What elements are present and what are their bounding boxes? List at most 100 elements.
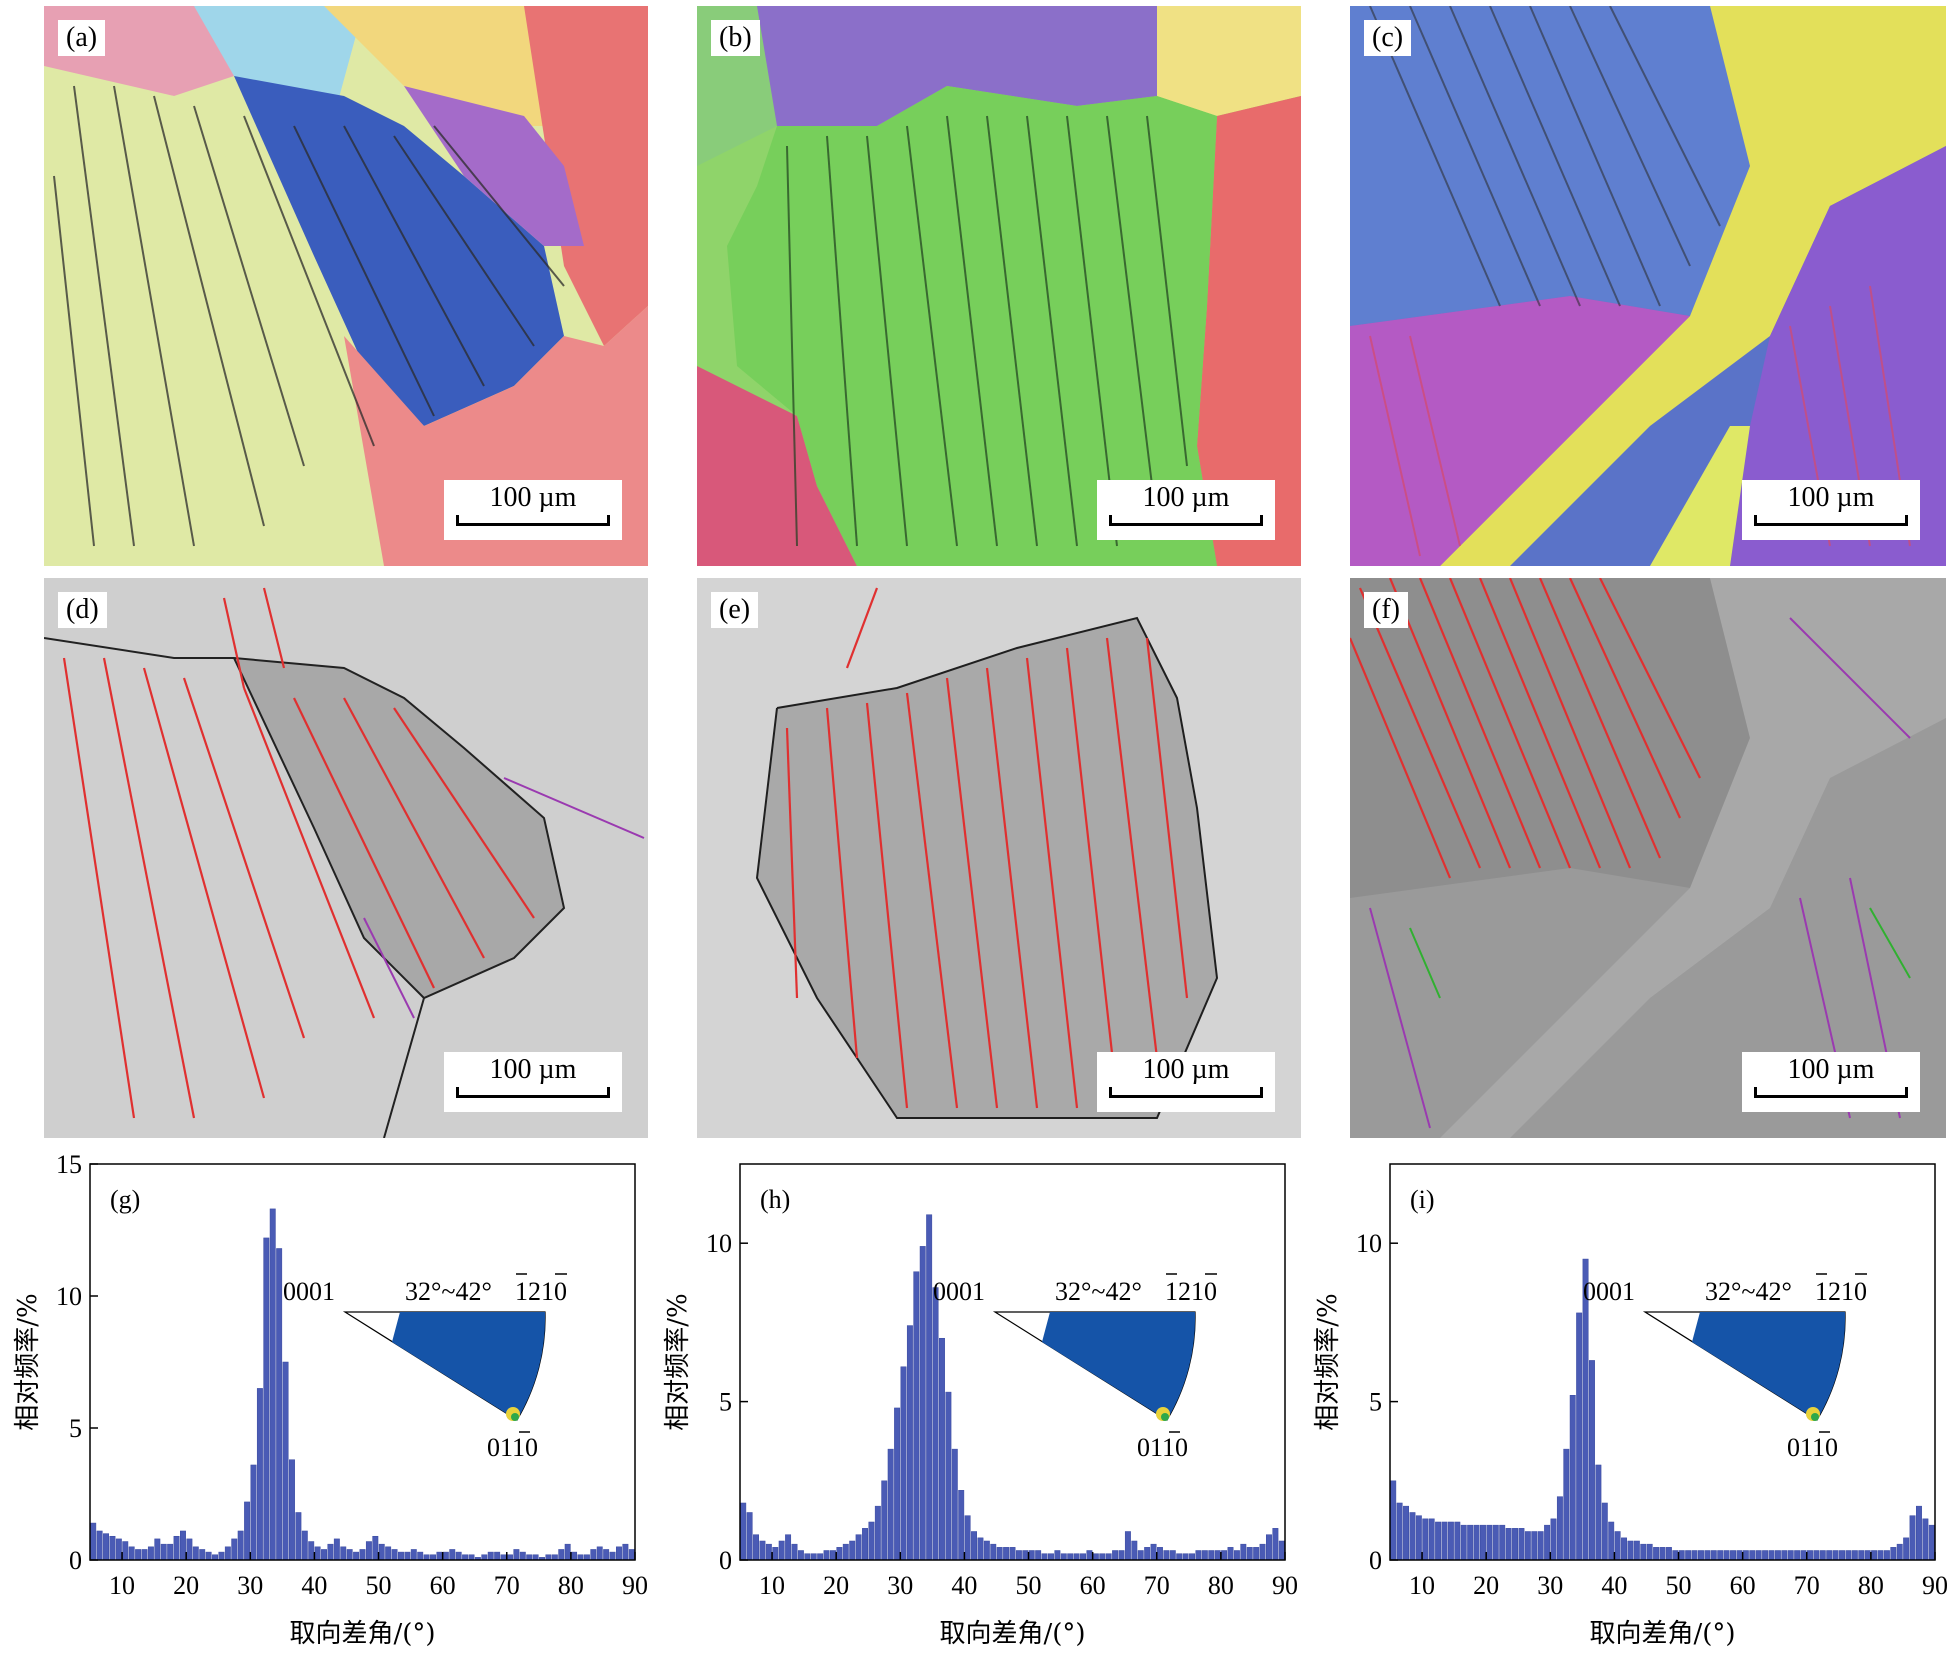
histogram-bar [301,1530,308,1561]
histogram-bar [545,1554,552,1561]
panel-label: (d) [58,592,107,628]
histogram-bar [609,1551,616,1561]
y-tick-label: 0 [69,1546,82,1575]
histogram-bar [894,1407,901,1561]
histogram-bar [1614,1531,1621,1561]
panel-label: (e) [711,592,759,628]
y-tick-label: 10 [56,1282,82,1311]
inset-label-1210: 1210 [515,1277,567,1306]
histogram-bar [964,1515,971,1561]
histogram-bar [753,1534,759,1561]
histogram-bar [231,1538,238,1561]
histogram-bar [1124,1531,1131,1561]
histogram-bar [919,1246,926,1561]
histogram-bar [385,1546,392,1561]
histogram-bar [468,1554,475,1561]
histogram-bar [571,1551,578,1561]
y-tick-label: 0 [719,1546,732,1575]
histogram-bar [1015,1550,1022,1561]
histogram-bar [1492,1524,1499,1561]
histogram-bar [372,1535,379,1561]
histogram-bar [1807,1550,1813,1561]
histogram-bar [1035,1550,1042,1561]
histogram-bar [759,1540,766,1561]
y-tick-label: 5 [69,1414,82,1443]
histogram-bar [1601,1502,1608,1561]
x-tick-label: 80 [558,1571,584,1600]
histogram-bar [462,1554,469,1561]
histogram-bar [404,1551,411,1561]
histogram-bar [1253,1547,1260,1561]
grain-map-image [697,6,1301,566]
histogram-bar [532,1554,539,1561]
histogram-bar [1403,1505,1409,1561]
histogram-bar [1698,1550,1704,1561]
histogram-bar [900,1366,907,1561]
histogram-bar [1473,1524,1480,1561]
inset-label-0001: 0001 [933,1277,985,1306]
histogram-bar [977,1537,984,1561]
inset-sector-fill [1692,1312,1846,1420]
scale-bar-line [1109,515,1263,526]
histogram-bar [1556,1496,1563,1561]
histogram-bar [147,1546,154,1561]
histogram-bar [1627,1540,1634,1561]
histogram-bar [1736,1550,1743,1561]
scale-bar-label: 100 µm [1142,482,1230,513]
histogram-bar [507,1554,513,1561]
histogram-bar [1105,1553,1112,1561]
histogram-bar [442,1551,449,1561]
histogram-bar [1118,1550,1125,1561]
histogram-bar [1800,1550,1807,1561]
histogram-h: 10 20 30 40 50 60 70 80 90 0 5 10 取向差角/(°) 相对频率/% (h) 0… [650,1150,1300,1654]
histogram-bar [1762,1550,1769,1561]
scale-bar: 100 µm [1742,480,1920,540]
inset-sector-fill [392,1312,546,1420]
histogram-bar [1390,1480,1397,1561]
panel-label: (a) [58,20,106,56]
histogram-bar [500,1554,507,1561]
histogram-bar [1499,1524,1506,1561]
x-tick-label: 70 [494,1571,520,1600]
histogram-bar [849,1540,856,1561]
histogram-bar [1048,1553,1054,1561]
histogram-bar [218,1551,225,1561]
histogram-bar [199,1549,206,1561]
inset-label-0110: 0110 [1787,1433,1838,1462]
histogram-bar [1221,1550,1228,1561]
x-tick-label: 10 [1409,1571,1435,1600]
histogram-bar [180,1530,186,1561]
x-tick-label: 20 [173,1571,199,1600]
x-tick-label: 90 [1922,1571,1948,1600]
histogram-bar [1086,1550,1093,1561]
histogram-bar [1137,1550,1144,1561]
x-axis-label: 取向差角/(°) [1589,1619,1735,1649]
histogram-bar [340,1546,347,1561]
histogram-bar [772,1547,779,1561]
histogram-bar [1486,1524,1493,1561]
histogram-bar [186,1538,193,1561]
histogram-bar [887,1448,894,1561]
boundary-map-image [1350,578,1946,1138]
inset-hotspot-core [1811,1413,1819,1421]
x-tick-label: 60 [1730,1571,1756,1600]
panel-label: (b) [711,20,760,56]
histogram-bar [378,1543,385,1561]
histogram-bar [1201,1550,1208,1561]
histogram-bar [817,1553,824,1561]
histogram-bar [1819,1550,1826,1561]
histogram-bar [1041,1553,1048,1561]
scale-bar: 100 µm [444,480,622,540]
histogram-bar [622,1543,629,1561]
grain-map-image [1350,6,1946,566]
scale-bar-label: 100 µm [1787,482,1875,513]
histogram-bar [1845,1550,1852,1561]
histogram-bar [160,1543,167,1561]
histogram-bar [276,1248,283,1561]
histogram-bar [996,1547,1003,1561]
x-tick-label: 40 [1601,1571,1627,1600]
histogram-bar [314,1546,321,1561]
y-tick-label: 10 [706,1229,732,1258]
histogram-bar [746,1512,753,1561]
histogram-bar [1653,1547,1660,1561]
